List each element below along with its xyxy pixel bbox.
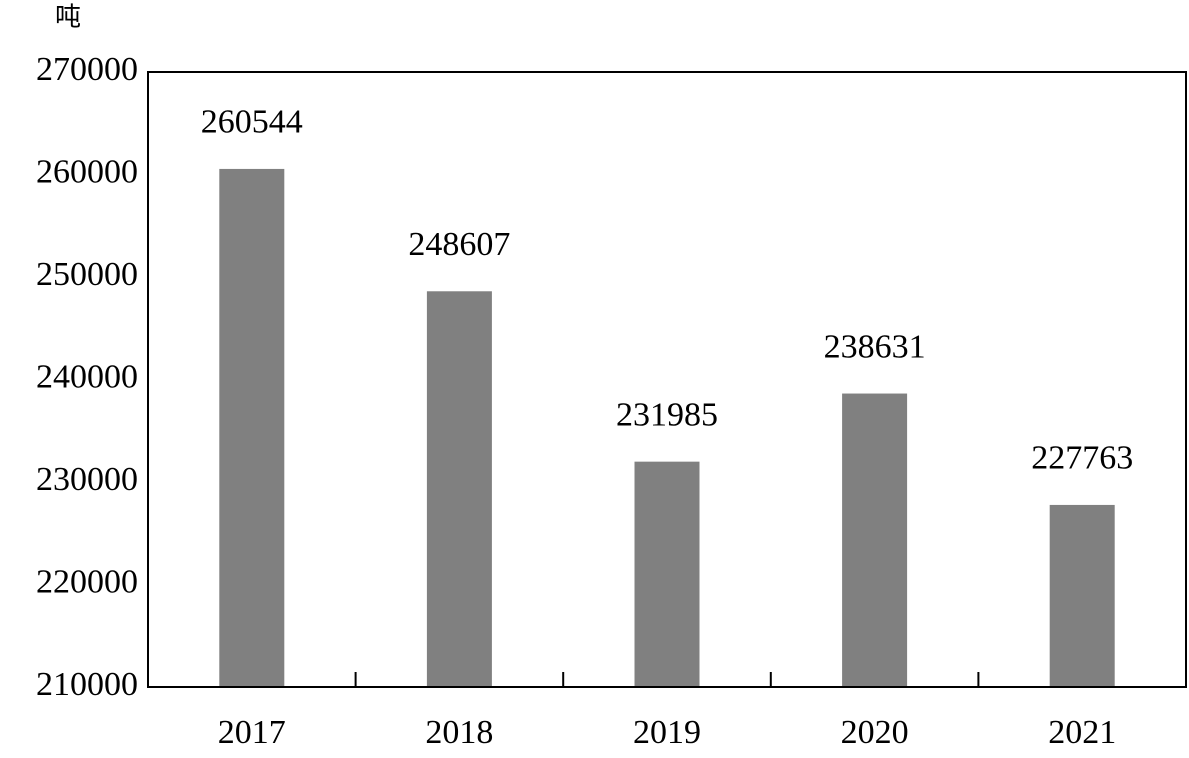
y-tick-label: 260000 [36, 153, 138, 190]
y-axis-unit: 吨 [55, 3, 81, 33]
bar [426, 291, 492, 687]
x-tick-label: 2019 [633, 714, 701, 751]
data-label: 260544 [201, 104, 303, 141]
plot-frame [147, 71, 1187, 688]
x-tick-label: 2018 [425, 714, 493, 751]
x-tick-label: 2017 [218, 714, 286, 751]
y-tick-label: 230000 [36, 461, 138, 498]
bar [219, 168, 285, 687]
data-label: 231985 [616, 396, 718, 433]
bar [1049, 504, 1115, 687]
data-label: 238631 [824, 328, 926, 365]
y-tick-label: 270000 [36, 51, 138, 88]
data-label: 227763 [1031, 440, 1133, 477]
y-tick-label: 220000 [36, 563, 138, 600]
data-label: 248607 [408, 226, 510, 263]
y-tick-label: 240000 [36, 358, 138, 395]
x-tick-label: 2020 [841, 714, 909, 751]
bar [842, 393, 908, 687]
x-tick-label: 2021 [1048, 714, 1116, 751]
y-tick-label: 250000 [36, 256, 138, 293]
bar [634, 461, 700, 687]
y-tick-label: 210000 [36, 666, 138, 703]
